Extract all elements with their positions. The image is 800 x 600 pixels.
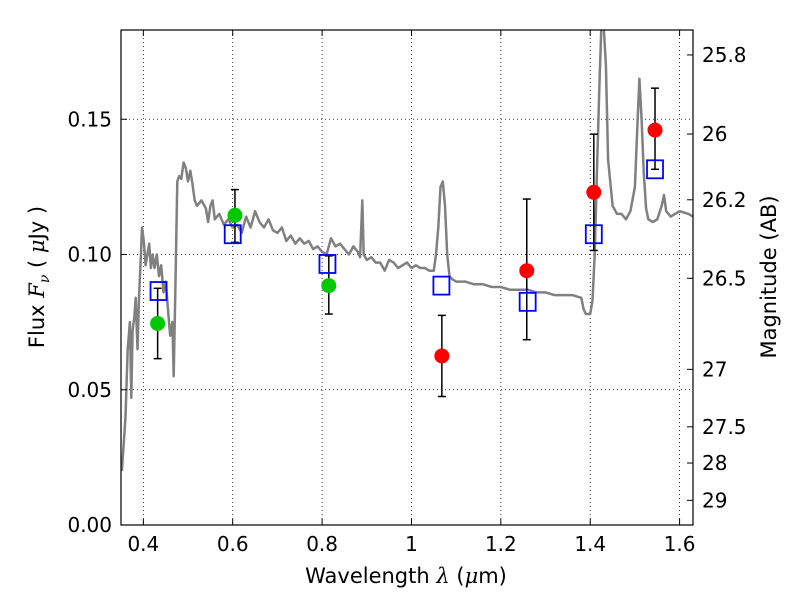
x-tick-label: 0.6 <box>217 532 249 556</box>
y2-tick-label: 27 <box>702 357 727 381</box>
model-square-point <box>432 275 451 296</box>
y-tick-label: 0.00 <box>67 513 112 537</box>
x-tick-label: 1.6 <box>664 532 696 556</box>
model-square-point <box>518 291 537 312</box>
sed-model-line <box>121 30 693 471</box>
model-square-point <box>318 254 337 274</box>
green-point <box>227 207 243 223</box>
red-point <box>586 184 602 200</box>
y-tick-label: 0.10 <box>67 243 112 267</box>
x-tick-label: 1.4 <box>574 532 606 556</box>
red-point <box>519 263 535 279</box>
green-point <box>150 315 166 331</box>
y2-tick-label: 29 <box>702 488 727 512</box>
y2-tick-label: 26.2 <box>702 188 747 212</box>
red-point <box>647 122 663 138</box>
y-tick-label: 0.15 <box>67 107 112 131</box>
model-square-point <box>584 224 603 245</box>
x-tick-label: 1.2 <box>485 532 517 556</box>
y2-tick-label: 26 <box>702 122 727 146</box>
green-point <box>321 278 337 294</box>
x-tick-label: 0.4 <box>127 532 159 556</box>
x-tick-label: 1 <box>405 532 418 556</box>
y-axis-label: Flux Fν ( μJy ) <box>25 206 53 348</box>
plot-frame <box>120 29 694 526</box>
ticks: 0.4 0.6 0.8 1 1.2 1.4 1.6 0.00 0.05 0.10 0.15 25.8 2… <box>67 30 747 556</box>
red-point <box>434 348 450 364</box>
y2-tick-label: 26.5 <box>702 266 747 290</box>
model-square-point <box>646 159 664 180</box>
x-tick-label: 0.8 <box>306 532 338 556</box>
y2-tick-label: 25.8 <box>702 43 747 67</box>
y2-tick-label: 28 <box>702 451 727 475</box>
y2-tick-label: 27.5 <box>702 415 747 439</box>
model-square-point <box>149 281 168 301</box>
model-square-point <box>223 224 242 245</box>
y2-axis-label: Magnitude (AB) <box>757 195 781 358</box>
x-axis-label: Wavelength λ (μm) <box>305 564 507 588</box>
data-marks <box>149 87 664 398</box>
y-tick-label: 0.05 <box>67 378 112 402</box>
